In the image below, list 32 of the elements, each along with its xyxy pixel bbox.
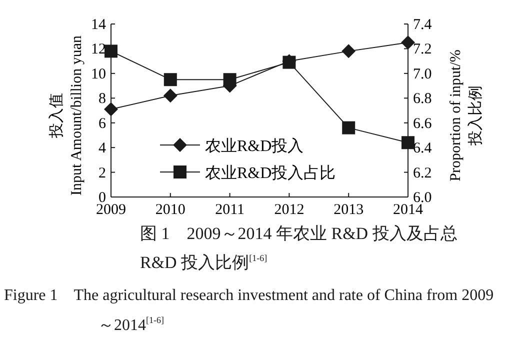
caption: Figure 1 The agricultural research investment and rate of China from 2009～2014$^{[1-6]}$ [4,286,495,336]
x-tick-label: 2009 [96,202,126,218]
y-tick-label: 6 [98,116,106,132]
y-tick-label: 10 [91,66,106,82]
y2-tick-label: 7.4 [413,17,432,33]
point [104,102,118,116]
point [401,36,415,50]
x-tick-label: 2011 [215,202,245,218]
y2-axis-title: Proportion of input/% 投入比例 [448,50,484,182]
y-tick-label: 8 [98,91,106,108]
y-tick-label: 2 [98,165,106,182]
point [402,136,414,150]
y2-tick-label: 7.0 [413,66,432,82]
text: 图 1 2009～2014 年农业 R&D 投入及占总 R&D 投入比例$^{[1-6]}$ [140,223,458,274]
y2-tick-label: 6.2 [413,165,432,182]
y-axis-title: 投入值 Input Amount/billion yuan [48,35,85,196]
y2-tick-label: 7.2 [413,42,432,58]
point [342,44,356,58]
y-tick-label: 4 [98,140,106,157]
point [164,73,177,86]
y2-tick-label: 6.6 [413,116,432,132]
x-tick-label: 2010 [155,202,186,218]
x-tick-label: 2013 [334,202,364,218]
legend-label: 农业R&D投入 [205,137,304,155]
point [163,88,178,103]
legend-label: 农业R&D投入占比 [205,164,336,182]
y2-tick-label: 6.8 [413,91,432,108]
point [342,121,356,134]
x-tick-label: 2014 [393,202,424,218]
x-tick-label: 2012 [274,202,304,218]
y-tick-label: 14 [91,17,106,33]
point [104,44,118,58]
